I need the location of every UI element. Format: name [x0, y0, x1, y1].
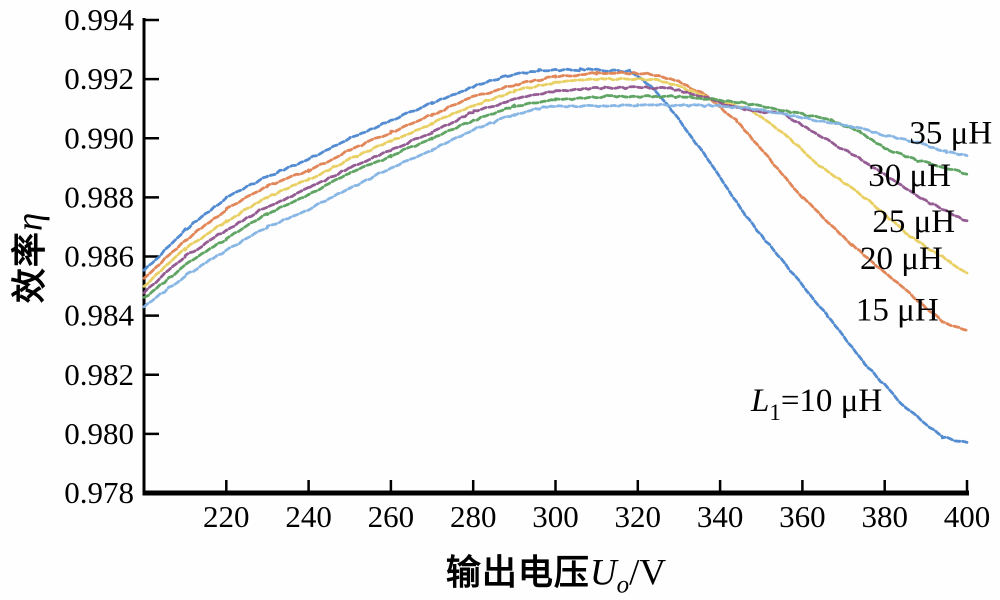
series-line-L1-10-uH	[142, 67, 969, 444]
series-line-20-uH	[142, 76, 969, 288]
series-label-30-uH: 30 μH	[868, 158, 951, 194]
y-tick-label: 0.978	[64, 475, 134, 510]
x-tick-label: 340	[697, 499, 744, 534]
x-tick-label: 220	[203, 499, 250, 534]
y-tick-label: 0.992	[64, 61, 134, 96]
x-tick-label: 380	[861, 499, 908, 534]
x-tick-label: 280	[450, 499, 497, 534]
series-label-L1-10-uH: L1=10 μH	[750, 383, 882, 425]
x-tick-label: 260	[368, 499, 415, 534]
x-axis-title-cjk: 输出电压	[445, 553, 590, 593]
x-axis-title-subscript: o	[616, 571, 630, 599]
x-tick-label: 300	[532, 499, 579, 534]
x-axis-title-variable: U	[589, 552, 617, 594]
y-tick-label: 0.994	[64, 2, 134, 37]
x-tick-label: 400	[944, 499, 991, 534]
y-axis-title-cjk: 效率	[10, 231, 50, 304]
y-tick-label: 0.980	[64, 416, 134, 451]
series-line-25-uH	[142, 85, 969, 295]
x-tick-label: 360	[779, 499, 826, 534]
x-tick-label: 320	[615, 499, 662, 534]
series-label-35-uH: 35 μH	[909, 115, 992, 151]
x-axis-title: 输出电压Uo/V	[446, 545, 666, 600]
series-label-25-uH: 25 μH	[872, 204, 955, 240]
series-line-35-uH	[142, 102, 969, 309]
y-tick-label: 0.988	[64, 179, 134, 214]
series-label-15-uH: 15 μH	[856, 293, 939, 329]
series-line-15-uH	[142, 70, 969, 332]
y-tick-label: 0.990	[64, 120, 134, 155]
y-tick-label: 0.986	[64, 239, 134, 274]
x-tick-label: 240	[285, 499, 332, 534]
x-axis-title-unit: /V	[629, 552, 667, 594]
y-axis-title: 效率η	[2, 213, 53, 303]
y-tick-label: 0.984	[64, 298, 134, 333]
series-line-30-uH	[142, 93, 969, 299]
y-tick-label: 0.982	[64, 357, 134, 392]
y-axis-title-variable: η	[9, 212, 51, 232]
series-label-20-uH: 20 μH	[860, 241, 943, 277]
